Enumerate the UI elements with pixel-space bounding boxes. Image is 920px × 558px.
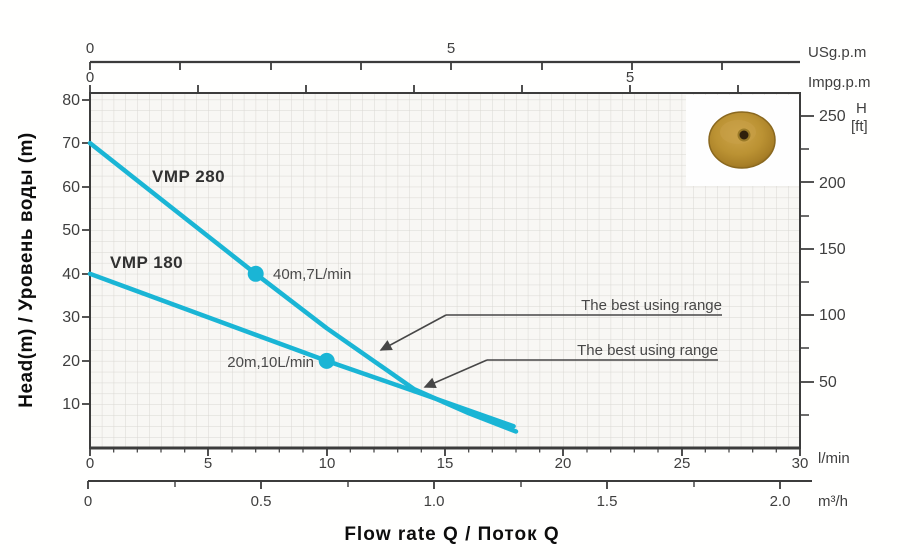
head-m-label-30: 30	[62, 309, 80, 326]
best-range-1-leader-line	[379, 314, 447, 351]
lmin-label-15: 15	[437, 455, 454, 472]
point-label-vmp280: 40m,7L/min	[273, 266, 351, 283]
m3h-label-10: 1.0	[424, 493, 445, 510]
axis-m3h	[87, 480, 812, 489]
imp-gpm-tick-label-5: 5	[626, 69, 634, 86]
head-m-label-20: 20	[62, 353, 80, 370]
m3h-label-15: 1.5	[597, 493, 618, 510]
point-label-vmp180: 20m,10L/min	[227, 354, 314, 371]
head-ft-label-50: 50	[819, 374, 837, 391]
imp-gpm-tick-label-0: 0	[86, 69, 94, 86]
lmin-tick-labels: 0 5 10 15 20 25 30	[86, 455, 809, 472]
product-photo	[686, 95, 799, 186]
curve-label-vmp280: VMP 280	[152, 167, 225, 186]
best-range-2-label: The best using range	[577, 342, 718, 359]
head-m-label-60: 60	[62, 179, 80, 196]
head-m-ticks	[82, 99, 90, 405]
lmin-major-ticks	[89, 448, 801, 456]
lmin-label-20: 20	[555, 455, 572, 472]
head-ft-label-200: 200	[819, 175, 846, 192]
head-ft-tick-labels: 250 200 150 100 50	[819, 108, 846, 391]
head-m-label-40: 40	[62, 266, 80, 283]
head-ft-label-250: 250	[819, 108, 846, 125]
head-ft-major-ticks	[800, 115, 814, 383]
impeller-center-hole	[737, 128, 751, 142]
m3h-label-20: 2.0	[770, 493, 791, 510]
m3h-tick-labels: 0 0.5 1.0 1.5 2.0	[84, 493, 791, 510]
y-axis-title: Head(m) / Уровень воды (m)	[16, 132, 37, 407]
head-m-label-50: 50	[62, 222, 80, 239]
curves-layer	[87, 140, 519, 434]
lmin-label-10: 10	[319, 455, 336, 472]
curve-label-vmp180: VMP 180	[110, 253, 183, 272]
us-gpm-tick-label-5: 5	[447, 40, 455, 57]
m3h-minor-ticks	[174, 481, 695, 487]
best-range-annotation-1: The best using range	[379, 297, 722, 351]
x-axis-title: Flow rate Q / Поток Q	[344, 524, 559, 545]
lmin-minor-ticks	[113, 448, 777, 453]
lmin-unit-label: l/min	[818, 450, 850, 467]
head-m-label-70: 70	[62, 135, 80, 152]
lmin-label-30: 30	[792, 455, 809, 472]
head-ft-unit-h: H	[856, 100, 867, 117]
impeller-highlight	[720, 120, 756, 144]
m3h-label-0: 0	[84, 493, 92, 510]
us-gpm-unit-label: USg.p.m	[808, 44, 866, 61]
imp-gpm-unit-label: Impg.p.m	[808, 74, 871, 91]
head-m-tick-labels: 80 70 60 50 40 30 20 10	[62, 92, 80, 413]
lmin-label-0: 0	[86, 455, 94, 472]
best-range-2-leader-line	[423, 359, 488, 388]
lmin-label-5: 5	[204, 455, 212, 472]
head-m-label-10: 10	[62, 396, 80, 413]
curve-vmp-280	[87, 140, 519, 434]
head-ft-label-100: 100	[819, 307, 846, 324]
best-range-annotation-2: The best using range	[423, 342, 718, 388]
head-m-label-80: 80	[62, 92, 80, 109]
m3h-unit-label: m³/h	[818, 493, 848, 510]
duty-point-marker-vmp-280	[247, 265, 264, 282]
us-gpm-tick-label-0: 0	[86, 40, 94, 57]
head-ft-minor-ticks	[800, 148, 809, 416]
m3h-label-05: 0.5	[251, 493, 272, 510]
head-ft-unit-bracket: [ft]	[851, 118, 868, 135]
axis-us-gpm	[89, 60, 800, 70]
lmin-label-25: 25	[674, 455, 691, 472]
m3h-major-ticks	[87, 481, 781, 489]
best-range-1-label: The best using range	[581, 297, 722, 314]
imp-gpm-ticks	[89, 85, 739, 93]
duty-point-marker-vmp-180	[318, 352, 335, 369]
plot-grid	[90, 93, 800, 448]
head-ft-label-150: 150	[819, 241, 846, 258]
us-gpm-ticks	[89, 62, 723, 70]
